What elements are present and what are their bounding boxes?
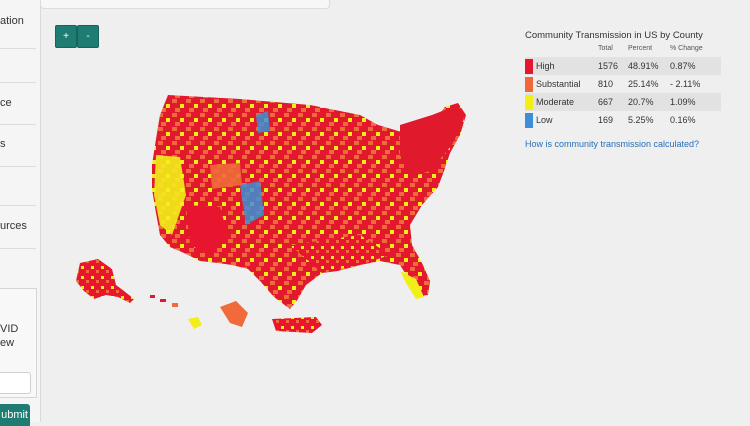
legend-percent: 20.7% — [628, 97, 654, 107]
legend-swatch — [525, 94, 533, 110]
header-total: Total — [598, 45, 613, 52]
low-counties-region — [240, 181, 264, 225]
legend-change: 0.16% — [670, 115, 696, 125]
us-county-map[interactable] — [60, 85, 480, 345]
sidebar-divider — [0, 166, 36, 167]
legend-swatch — [525, 58, 533, 74]
form-input[interactable] — [0, 372, 31, 394]
legend-total: 169 — [598, 115, 614, 125]
legend-label: Low — [536, 115, 553, 125]
sidebar-divider — [0, 124, 36, 125]
southwest-region — [186, 205, 228, 255]
mountain-region — [210, 163, 242, 189]
form-text: VID — [0, 323, 19, 335]
legend-row-low[interactable]: Low 169 5.25% 0.16% — [525, 111, 721, 129]
legend-row-high[interactable]: High 1576 48.91% 0.87% — [525, 57, 721, 75]
legend-header-row: Total Percent % Change — [525, 45, 721, 57]
southeast-region — [290, 235, 390, 273]
sidebar: ation ce s urces VID ew ubmit — [0, 0, 41, 426]
legend-row-substantial[interactable]: Substantial 810 25.14% - 2.11% — [525, 75, 721, 93]
legend-percent: 5.25% — [628, 115, 654, 125]
legend-swatch — [525, 112, 533, 128]
legend-percent: 48.91% — [628, 61, 659, 71]
sidebar-item-label[interactable]: s — [0, 138, 6, 150]
legend-label: Substantial — [536, 79, 581, 89]
legend-total: 1576 — [598, 61, 619, 71]
zoom-out-button[interactable]: - — [77, 25, 99, 48]
transmission-legend: Community Transmission in US by County T… — [525, 30, 721, 149]
zoom-in-button[interactable]: + — [55, 25, 77, 48]
legend-total: 810 — [598, 79, 614, 89]
florida-region — [400, 271, 424, 299]
puerto-rico-shape[interactable] — [272, 317, 322, 333]
legend-label: Moderate — [536, 97, 575, 107]
top-panel — [40, 0, 330, 9]
header-percent: Percent — [628, 45, 653, 52]
legend-label: High — [536, 61, 555, 71]
legend-swatch — [525, 76, 533, 92]
sidebar-item-label[interactable]: ce — [0, 97, 12, 109]
header-change: % Change — [670, 45, 703, 52]
legend-percent: 25.14% — [628, 79, 659, 89]
legend-row-moderate[interactable]: Moderate 667 20.7% 1.09% — [525, 93, 721, 111]
sidebar-divider — [0, 248, 36, 249]
legend-change: 1.09% — [670, 97, 696, 107]
submit-button[interactable]: ubmit — [0, 404, 30, 426]
low-counties-region — [256, 111, 270, 133]
alaska-shape[interactable] — [76, 259, 134, 303]
hawaii-shape[interactable] — [150, 295, 202, 329]
northeast-region — [400, 105, 464, 177]
legend-title: Community Transmission in US by County — [525, 30, 703, 41]
legend-change: 0.87% — [670, 61, 696, 71]
west-coast-region — [154, 155, 186, 235]
form-text: ew — [0, 337, 15, 349]
territory-shape[interactable] — [220, 301, 248, 327]
sidebar-item-label[interactable]: urces — [0, 220, 27, 232]
sidebar-divider — [0, 48, 36, 49]
sidebar-item-label[interactable]: ation — [0, 15, 24, 27]
sidebar-divider — [0, 205, 36, 206]
transmission-calc-link[interactable]: How is community transmission calculated… — [525, 139, 700, 149]
legend-total: 667 — [598, 97, 614, 107]
legend-change: - 2.11% — [670, 79, 701, 89]
sidebar-divider — [0, 82, 36, 83]
